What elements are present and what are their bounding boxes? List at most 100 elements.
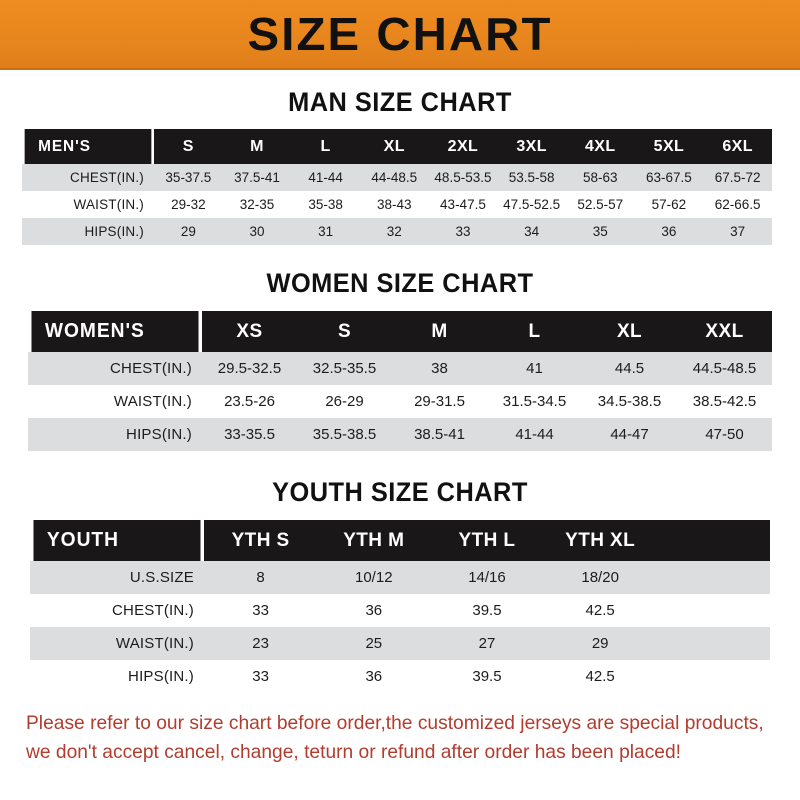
man-column-header: 6XL	[703, 129, 772, 164]
table-row: CHEST(IN.) 29.5-32.5 32.5-35.5 38 41 44.…	[28, 352, 772, 385]
man-column-header: 2XL	[428, 129, 498, 164]
youth-row-label: CHEST(IN.)	[30, 594, 204, 627]
women-table-body: CHEST(IN.) 29.5-32.5 32.5-35.5 38 41 44.…	[28, 352, 772, 451]
youth-column-header: YTH L	[430, 520, 544, 561]
table-cell: 44.5-48.5	[677, 352, 772, 385]
youth-row-label: HIPS(IN.)	[30, 660, 204, 693]
table-cell: 39.5	[430, 660, 544, 693]
table-row: CHEST(IN.) 33 36 39.5 42.5	[30, 594, 770, 627]
man-row-label: HIPS(IN.)	[22, 218, 154, 245]
youth-table-corner-label: YOUTH	[33, 520, 201, 561]
women-column-header: L	[487, 311, 582, 352]
women-column-header: M	[392, 311, 487, 352]
table-cell: 8	[204, 561, 318, 594]
order-policy-note: Please refer to our size chart before or…	[26, 709, 764, 768]
women-row-label: CHEST(IN.)	[28, 352, 202, 385]
table-cell: 29	[154, 218, 223, 245]
table-cell: 33	[204, 660, 318, 693]
man-column-header: 5XL	[634, 129, 704, 164]
table-cell: 29-32	[154, 191, 223, 218]
table-cell-empty	[656, 594, 770, 627]
man-row-label: WAIST(IN.)	[22, 191, 154, 218]
table-cell: 38.5-41	[392, 418, 487, 451]
table-cell: 35	[565, 218, 635, 245]
women-size-table-wrapper: WOMEN'S XS S M L XL XXL CHEST(IN.) 29.5-…	[28, 311, 800, 451]
table-cell: 67.5-72	[703, 164, 772, 191]
table-row: WAIST(IN.) 29-32 32-35 35-38 38-43 43-47…	[22, 191, 772, 218]
table-cell: 53.5-58	[497, 164, 566, 191]
table-row: HIPS(IN.) 33 36 39.5 42.5	[30, 660, 770, 693]
table-cell: 38	[392, 352, 487, 385]
table-cell: 44-47	[582, 418, 677, 451]
table-row: HIPS(IN.) 29 30 31 32 33 34 35 36 37	[22, 218, 772, 245]
table-cell: 32.5-35.5	[297, 352, 392, 385]
table-row: U.S.SIZE 8 10/12 14/16 18/20	[30, 561, 770, 594]
table-cell: 33	[428, 218, 498, 245]
table-cell: 41	[487, 352, 582, 385]
women-column-header: S	[297, 311, 392, 352]
women-table-corner-label: WOMEN'S	[31, 311, 199, 352]
table-cell: 57-62	[634, 191, 704, 218]
table-header-row: WOMEN'S XS S M L XL XXL	[28, 311, 772, 352]
table-cell: 63-67.5	[634, 164, 704, 191]
youth-column-header: YTH XL	[543, 520, 657, 561]
youth-table-header: YOUTH YTH S YTH M YTH L YTH XL	[30, 520, 770, 561]
man-column-header: M	[222, 129, 292, 164]
table-cell: 26-29	[297, 385, 392, 418]
youth-column-header: YTH S	[204, 520, 318, 561]
table-header-row: YOUTH YTH S YTH M YTH L YTH XL	[30, 520, 770, 561]
table-cell: 44-48.5	[359, 164, 429, 191]
table-cell: 34.5-38.5	[582, 385, 677, 418]
man-column-header: XL	[359, 129, 429, 164]
man-column-header: L	[291, 129, 360, 164]
page-title: SIZE CHART	[247, 8, 553, 60]
table-cell: 35-38	[291, 191, 360, 218]
table-cell: 29.5-32.5	[202, 352, 297, 385]
table-cell: 47-50	[677, 418, 772, 451]
table-cell: 47.5-52.5	[497, 191, 566, 218]
page-banner: SIZE CHART	[0, 0, 800, 70]
table-cell: 48.5-53.5	[428, 164, 498, 191]
table-cell: 41-44	[487, 418, 582, 451]
table-cell: 35.5-38.5	[297, 418, 392, 451]
table-cell: 42.5	[543, 660, 657, 693]
table-cell: 39.5	[430, 594, 544, 627]
man-size-table: MEN'S S M L XL 2XL 3XL 4XL 5XL 6XL CHEST…	[22, 129, 772, 245]
order-policy-note-line1: Please refer to our size chart before or…	[26, 712, 764, 734]
table-cell: 32-35	[222, 191, 292, 218]
youth-section-heading: YOUTH SIZE CHART	[272, 477, 528, 507]
women-column-header: XS	[202, 311, 297, 352]
table-cell: 36	[317, 594, 431, 627]
table-cell: 33	[204, 594, 318, 627]
table-cell: 25	[317, 627, 431, 660]
youth-row-label: WAIST(IN.)	[30, 627, 204, 660]
youth-row-label: U.S.SIZE	[30, 561, 204, 594]
table-cell: 23	[204, 627, 318, 660]
table-cell: 14/16	[430, 561, 544, 594]
table-header-row: MEN'S S M L XL 2XL 3XL 4XL 5XL 6XL	[22, 129, 772, 164]
table-cell: 36	[634, 218, 704, 245]
women-table-header: WOMEN'S XS S M L XL XXL	[28, 311, 772, 352]
women-row-label: WAIST(IN.)	[28, 385, 202, 418]
youth-size-table-wrapper: YOUTH YTH S YTH M YTH L YTH XL U.S.SIZE …	[30, 520, 800, 693]
table-cell: 34	[497, 218, 566, 245]
table-cell: 27	[430, 627, 544, 660]
table-row: CHEST(IN.) 35-37.5 37.5-41 41-44 44-48.5…	[22, 164, 772, 191]
table-cell-empty	[656, 627, 770, 660]
table-cell: 30	[222, 218, 292, 245]
table-cell: 10/12	[317, 561, 431, 594]
man-section-heading: MAN SIZE CHART	[288, 87, 512, 117]
table-cell: 37.5-41	[222, 164, 292, 191]
table-cell: 29-31.5	[392, 385, 487, 418]
women-row-label: HIPS(IN.)	[28, 418, 202, 451]
table-cell: 31	[291, 218, 360, 245]
table-cell: 44.5	[582, 352, 677, 385]
man-column-header: S	[154, 129, 223, 164]
table-cell: 38.5-42.5	[677, 385, 772, 418]
youth-table-body: U.S.SIZE 8 10/12 14/16 18/20 CHEST(IN.) …	[30, 561, 770, 693]
man-table-header: MEN'S S M L XL 2XL 3XL 4XL 5XL 6XL	[22, 129, 772, 164]
table-cell: 29	[543, 627, 657, 660]
table-cell: 32	[359, 218, 429, 245]
table-row: HIPS(IN.) 33-35.5 35.5-38.5 38.5-41 41-4…	[28, 418, 772, 451]
man-table-body: CHEST(IN.) 35-37.5 37.5-41 41-44 44-48.5…	[22, 164, 772, 245]
